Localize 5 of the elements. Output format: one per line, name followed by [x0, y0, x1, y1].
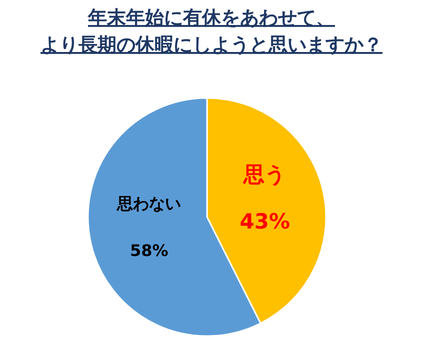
data-label: 43% — [240, 209, 290, 234]
slice-label: 思う — [242, 162, 286, 186]
chart-title: 年末年始に有休をあわせて、より長期の休暇にしようと思いますか？ — [40, 7, 382, 56]
slice-label: 思わない — [116, 194, 182, 213]
data-label: 58% — [130, 240, 168, 260]
